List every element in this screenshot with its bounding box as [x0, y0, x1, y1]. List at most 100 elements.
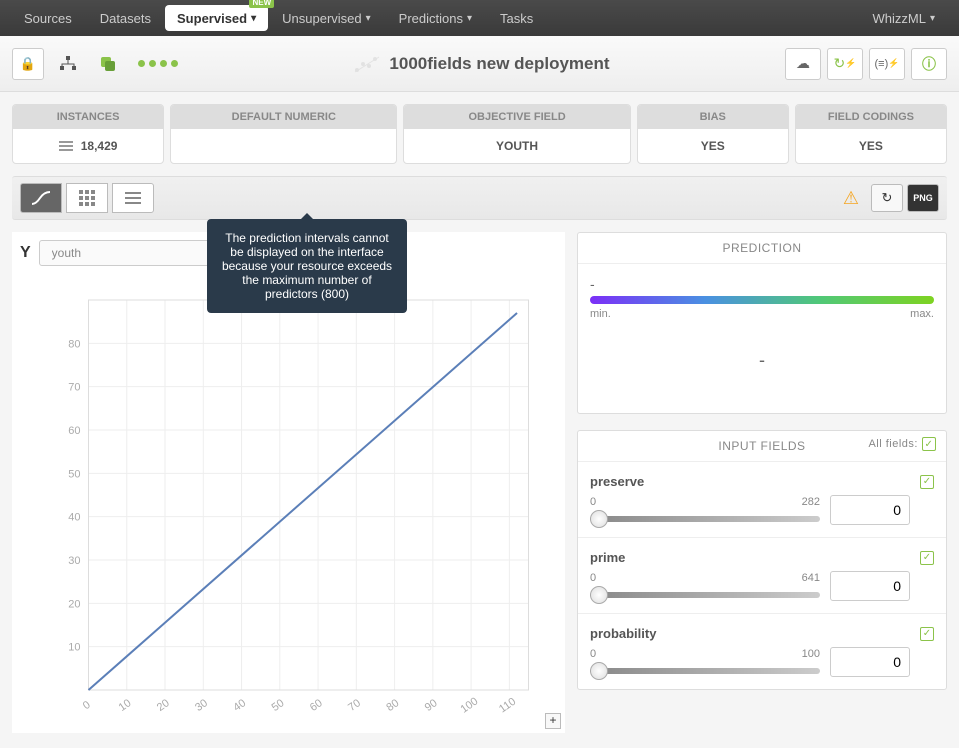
nav-tasks[interactable]: Tasks: [486, 0, 547, 36]
gradient-bar: [590, 296, 934, 304]
card-header: INSTANCES: [13, 105, 163, 129]
input-fields-panel: INPUT FIELDS All fields: ✓ preserve ✓ 02…: [577, 430, 947, 690]
grid-view-button[interactable]: [66, 183, 108, 213]
stack-icon[interactable]: [92, 48, 124, 80]
card-header: OBJECTIVE FIELD: [404, 105, 629, 129]
caret-icon: ▾: [930, 13, 935, 24]
caret-icon: ▾: [366, 13, 371, 24]
info-icon[interactable]: ⓘ: [911, 48, 947, 80]
card-objective: OBJECTIVE FIELD YOUTH: [403, 104, 630, 164]
status-dots: [138, 60, 178, 67]
input-field-row: probability ✓ 0100: [578, 613, 946, 689]
svg-text:10: 10: [68, 642, 80, 654]
prediction-panel: PREDICTION - min. max. -: [577, 232, 947, 414]
svg-text:80: 80: [384, 697, 401, 714]
svg-text:110: 110: [497, 696, 518, 716]
check-icon[interactable]: ✓: [920, 551, 934, 565]
nav-whizzml[interactable]: WhizzML ▾: [859, 0, 949, 36]
info-cards: INSTANCES 18,429 DEFAULT NUMERIC OBJECTI…: [0, 92, 959, 164]
field-name: probability: [590, 626, 656, 641]
page-title-text: 1000fields new deployment: [389, 54, 609, 74]
list-view-button[interactable]: [112, 183, 154, 213]
refresh-action-icon[interactable]: ↻⚡: [827, 48, 863, 80]
check-icon[interactable]: ✓: [920, 475, 934, 489]
lock-icon[interactable]: 🔒: [12, 48, 44, 80]
caret-icon: ▾: [467, 13, 472, 24]
card-instances: INSTANCES 18,429: [12, 104, 164, 164]
field-slider[interactable]: [590, 592, 820, 598]
svg-text:50: 50: [68, 468, 80, 480]
cloud-icon[interactable]: ☁: [785, 48, 821, 80]
card-value: YES: [796, 129, 946, 163]
card-header: BIAS: [638, 105, 788, 129]
nav-unsupervised-label: Unsupervised: [282, 11, 362, 26]
side-panel: PREDICTION - min. max. - INPUT FIELDS Al…: [577, 232, 947, 733]
card-value: YOUTH: [404, 129, 629, 163]
svg-text:0: 0: [81, 699, 93, 712]
svg-text:60: 60: [308, 697, 325, 714]
nav-predictions[interactable]: Predictions ▾: [385, 0, 486, 36]
card-header: DEFAULT NUMERIC: [171, 105, 396, 129]
field-value-input[interactable]: [830, 495, 910, 525]
nav-whizzml-label: WhizzML: [873, 11, 926, 26]
svg-text:10: 10: [117, 697, 134, 714]
min-label: min.: [590, 308, 611, 320]
prediction-value: -: [590, 320, 934, 401]
max-label: max.: [910, 308, 934, 320]
top-nav: Sources Datasets Supervised ▾ NEW Unsupe…: [0, 0, 959, 36]
prediction-top-value: -: [590, 276, 934, 292]
network-icon[interactable]: [52, 48, 84, 80]
main-content: Y youth ⤢ 102030405060708001020304050607…: [0, 220, 959, 745]
nav-supervised-label: Supervised: [177, 11, 247, 26]
nav-datasets[interactable]: Datasets: [86, 0, 165, 36]
svg-text:40: 40: [68, 512, 80, 524]
svg-text:30: 30: [193, 697, 210, 714]
svg-text:50: 50: [270, 697, 287, 714]
view-toolbar: ⚠ ↻ PNG The prediction intervals cannot …: [12, 176, 947, 220]
add-button[interactable]: +: [545, 713, 561, 729]
check-icon[interactable]: ✓: [920, 627, 934, 641]
field-value-input[interactable]: [830, 571, 910, 601]
page-title: 1000fields new deployment: [186, 54, 777, 74]
svg-text:80: 80: [68, 338, 80, 350]
warning-tooltip: The prediction intervals cannot be displ…: [207, 219, 407, 313]
nav-unsupervised[interactable]: Unsupervised ▾: [268, 0, 385, 36]
png-export-button[interactable]: PNG: [907, 184, 939, 212]
card-header: FIELD CODINGS: [796, 105, 946, 129]
svg-text:20: 20: [68, 598, 80, 610]
warning-icon[interactable]: ⚠: [843, 188, 859, 209]
scatter-icon: [353, 54, 381, 74]
svg-text:20: 20: [155, 697, 172, 714]
card-value: 18,429: [81, 139, 118, 153]
hamburger-icon: [59, 141, 73, 151]
code-icon[interactable]: (≡)⚡: [869, 48, 905, 80]
field-value-input[interactable]: [830, 647, 910, 677]
svg-text:30: 30: [68, 555, 80, 567]
svg-text:100: 100: [458, 695, 480, 715]
field-slider[interactable]: [590, 668, 820, 674]
card-field-codings: FIELD CODINGS YES: [795, 104, 947, 164]
new-badge: NEW: [249, 0, 274, 8]
card-value: [171, 129, 396, 149]
refresh-button[interactable]: ↻: [871, 184, 903, 212]
nav-predictions-label: Predictions: [399, 11, 463, 26]
nav-supervised[interactable]: Supervised ▾ NEW: [165, 5, 268, 31]
all-fields-toggle[interactable]: All fields: ✓: [868, 437, 936, 451]
svg-text:60: 60: [68, 425, 80, 437]
card-bias: BIAS YES: [637, 104, 789, 164]
input-fields-title: INPUT FIELDS All fields: ✓: [578, 431, 946, 462]
nav-sources[interactable]: Sources: [10, 0, 86, 36]
line-chart: 1020304050607080010203040506070809010011…: [12, 290, 565, 730]
input-field-row: prime ✓ 0641: [578, 537, 946, 613]
card-value: YES: [638, 129, 788, 163]
caret-icon: ▾: [251, 13, 256, 24]
field-name: preserve: [590, 474, 644, 489]
prediction-title: PREDICTION: [578, 233, 946, 264]
line-view-button[interactable]: [20, 183, 62, 213]
header-bar: 🔒 1000fields new deployment ☁ ↻⚡ (≡)⚡ ⓘ: [0, 36, 959, 92]
svg-text:70: 70: [68, 382, 80, 394]
field-slider[interactable]: [590, 516, 820, 522]
svg-text:40: 40: [231, 697, 248, 714]
card-default-numeric: DEFAULT NUMERIC: [170, 104, 397, 164]
svg-text:70: 70: [346, 697, 363, 714]
